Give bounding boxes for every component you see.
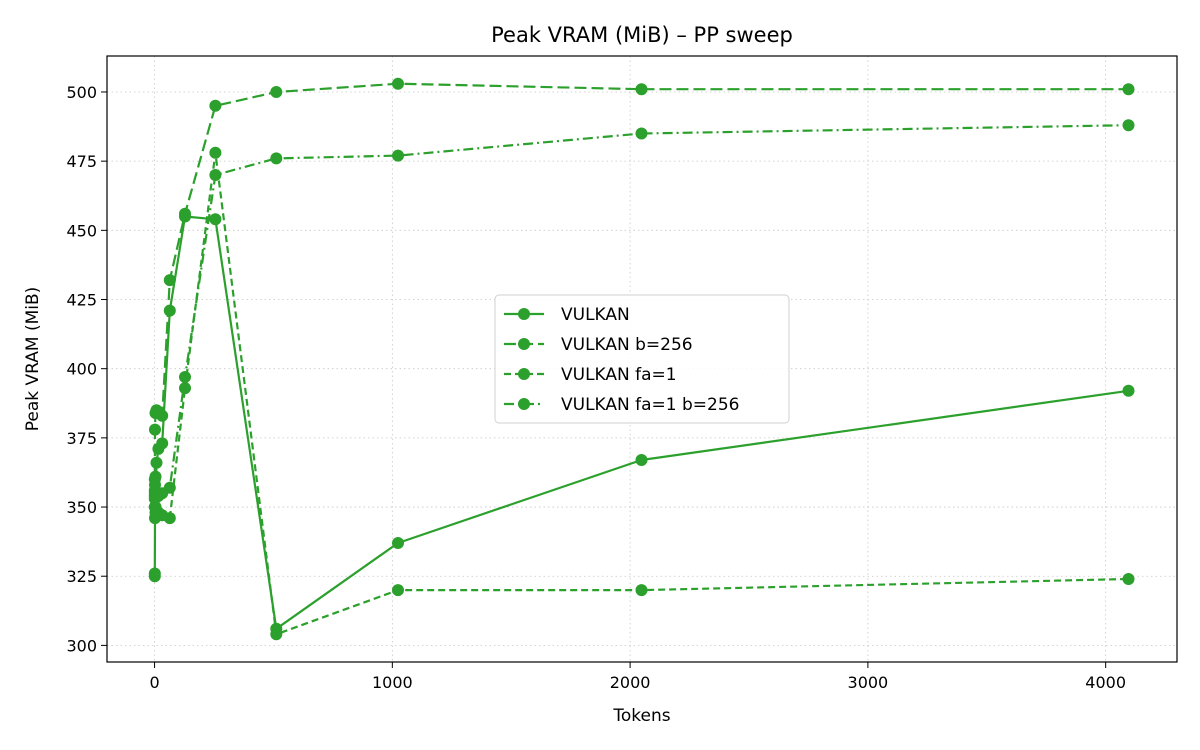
data-point	[156, 437, 169, 450]
data-point	[179, 371, 191, 383]
data-point	[635, 584, 648, 597]
data-point	[179, 207, 191, 220]
legend-label: VULKAN b=256	[561, 335, 693, 355]
data-point	[163, 304, 176, 317]
data-point	[392, 149, 404, 162]
y-tick-label: 450	[66, 221, 97, 240]
legend-swatch-marker	[518, 368, 530, 380]
x-tick-label: 0	[149, 673, 159, 692]
data-point	[150, 456, 163, 469]
data-point	[635, 127, 648, 140]
data-point	[392, 584, 404, 597]
data-point	[149, 470, 162, 483]
data-point	[156, 409, 169, 422]
x-tick-label: 1000	[372, 673, 413, 692]
data-point	[392, 77, 404, 90]
data-point	[635, 83, 648, 96]
data-point	[163, 481, 176, 494]
y-tick-label: 475	[66, 152, 97, 171]
x-axis-label: Tokens	[612, 706, 670, 726]
y-tick-label: 300	[66, 636, 97, 655]
data-point	[270, 628, 283, 641]
legend-label: VULKAN fa=1 b=256	[561, 395, 740, 415]
data-point	[270, 86, 283, 98]
y-tick-label: 325	[66, 567, 97, 586]
data-point	[392, 537, 404, 549]
data-point	[270, 152, 283, 165]
legend: VULKAN VULKAN b=256 VULKAN fa=1 VULKAN fa=1…	[494, 294, 790, 424]
data-point	[209, 213, 222, 226]
data-point	[635, 454, 648, 466]
data-point	[148, 567, 161, 580]
legend-swatch-marker	[518, 308, 530, 320]
data-point	[1122, 119, 1135, 132]
x-tick-label: 4000	[1085, 673, 1126, 692]
data-point	[163, 274, 176, 287]
x-tick-label: 3000	[848, 673, 889, 692]
legend-label: VULKAN	[561, 305, 630, 325]
data-point	[209, 169, 222, 181]
data-point	[149, 423, 161, 436]
y-tick-label: 400	[66, 360, 97, 379]
y-tick-label: 500	[66, 83, 97, 102]
legend-label: VULKAN fa=1	[561, 365, 677, 385]
plot-area-frame	[106, 55, 1178, 663]
data-point	[209, 99, 222, 112]
chart-title: Peak VRAM (MiB) – PP sweep	[491, 23, 793, 47]
y-tick-label: 350	[66, 498, 97, 517]
legend-box	[494, 294, 790, 424]
legend-swatch-marker	[518, 338, 530, 350]
series-4	[148, 119, 1135, 502]
data-point	[1122, 573, 1135, 585]
legend-swatch-marker	[518, 398, 530, 410]
data-point	[1122, 83, 1135, 96]
y-tick-label: 375	[66, 429, 97, 448]
series-group	[148, 77, 1135, 641]
axis-ticks: 0 1000 2000 3000 4000 300 325 350 375 400 425 450 47…	[66, 83, 1126, 692]
data-point	[209, 146, 222, 159]
series-line	[153, 82, 1129, 507]
y-axis-label: Peak VRAM (MiB)	[23, 287, 43, 432]
data-point	[179, 382, 191, 395]
y-tick-label: 425	[66, 291, 97, 310]
x-tick-label: 2000	[610, 673, 651, 692]
data-point	[1122, 384, 1135, 397]
data-point	[163, 512, 176, 525]
